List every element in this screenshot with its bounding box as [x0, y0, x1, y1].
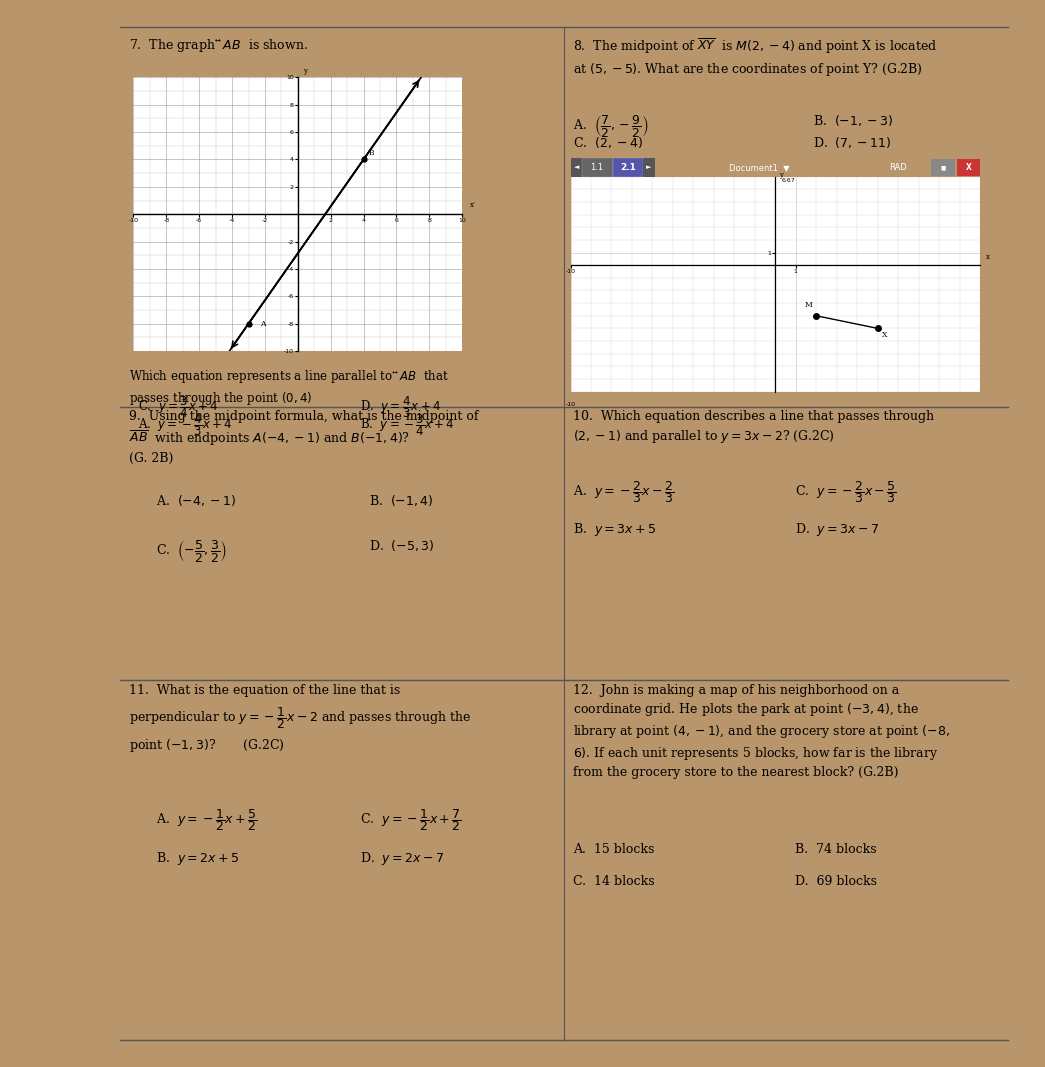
- Text: B.  $y = -\dfrac{3}{4}x + 4$: B. $y = -\dfrac{3}{4}x + 4$: [361, 412, 455, 437]
- Bar: [931, 159, 955, 176]
- Text: C.  $\left(-\dfrac{5}{2},\dfrac{3}{2}\right)$: C. $\left(-\dfrac{5}{2},\dfrac{3}{2}\rig…: [156, 538, 227, 563]
- Text: C.  $y = -\dfrac{2}{3}x - \dfrac{5}{3}$: C. $y = -\dfrac{2}{3}x - \dfrac{5}{3}$: [795, 479, 897, 505]
- Text: D.  $y = 2x - 7$: D. $y = 2x - 7$: [361, 849, 444, 866]
- Text: 2.1: 2.1: [620, 163, 635, 172]
- Text: C.  $y = -\dfrac{1}{2}x + \dfrac{7}{2}$: C. $y = -\dfrac{1}{2}x + \dfrac{7}{2}$: [361, 807, 462, 833]
- Text: A.  $\left(\dfrac{7}{2}, -\dfrac{9}{2}\right)$: A. $\left(\dfrac{7}{2}, -\dfrac{9}{2}\ri…: [573, 113, 649, 139]
- Bar: [582, 159, 612, 177]
- Text: 11.  What is the equation of the line that is
perpendicular to $y = -\dfrac{1}{2: 11. What is the equation of the line tha…: [130, 684, 471, 753]
- Text: ■: ■: [940, 165, 946, 170]
- Text: A.  15 blocks: A. 15 blocks: [573, 843, 654, 856]
- Text: A: A: [260, 320, 265, 328]
- Text: D.  $(7,-11)$: D. $(7,-11)$: [813, 136, 891, 150]
- Text: Which equation represents a line parallel to $\overleftrightarrow{AB}$  that
pas: Which equation represents a line paralle…: [130, 368, 449, 408]
- Bar: [612, 159, 644, 177]
- Text: 8.  The midpoint of $\overline{XY}$  is $M(2,-4)$ and point X is located
at $(5,: 8. The midpoint of $\overline{XY}$ is $M…: [573, 36, 937, 78]
- Text: D.  69 blocks: D. 69 blocks: [795, 875, 877, 888]
- Text: D.  $y = \dfrac{4}{3}x + 4$: D. $y = \dfrac{4}{3}x + 4$: [361, 395, 441, 420]
- Text: x': x': [470, 201, 477, 209]
- Text: D.  $y = 3x - 7$: D. $y = 3x - 7$: [795, 522, 880, 539]
- Text: C.  14 blocks: C. 14 blocks: [573, 875, 655, 888]
- Text: ►: ►: [647, 164, 652, 171]
- Text: 1.1: 1.1: [590, 163, 604, 172]
- Text: B.  74 blocks: B. 74 blocks: [795, 843, 877, 856]
- Text: 7.  The graph $\overleftrightarrow{AB}$  is shown.: 7. The graph $\overleftrightarrow{AB}$ i…: [130, 36, 308, 53]
- Text: C.  $y = \dfrac{3}{4}x + 4$: C. $y = \dfrac{3}{4}x + 4$: [138, 395, 218, 420]
- Text: X: X: [882, 331, 887, 339]
- Bar: [644, 159, 655, 177]
- Text: X: X: [966, 163, 972, 172]
- Text: B.  $(-1,4)$: B. $(-1,4)$: [369, 493, 434, 508]
- Text: 9.  Using the midpoint formula, what is the midpoint of
$\overline{AB}$  with en: 9. Using the midpoint formula, what is t…: [130, 410, 479, 464]
- Text: B: B: [369, 148, 374, 157]
- Bar: [571, 159, 582, 177]
- Text: 6.67: 6.67: [782, 178, 795, 184]
- Text: x: x: [986, 253, 991, 261]
- Text: A.  $y = -\dfrac{2}{3}x - \dfrac{2}{3}$: A. $y = -\dfrac{2}{3}x - \dfrac{2}{3}$: [573, 479, 674, 505]
- Text: B.  $(-1,-3)$: B. $(-1,-3)$: [813, 113, 892, 128]
- Text: 12.  John is making a map of his neighborhood on a
coordinate grid. He plots the: 12. John is making a map of his neighbor…: [573, 684, 950, 779]
- Text: B.  $y = 3x + 5$: B. $y = 3x + 5$: [573, 522, 656, 539]
- Text: A.  $y = -\dfrac{1}{2}x + \dfrac{5}{2}$: A. $y = -\dfrac{1}{2}x + \dfrac{5}{2}$: [156, 807, 257, 833]
- Text: M: M: [805, 301, 812, 309]
- Text: A.  $y = -\dfrac{4}{3}x + 4$: A. $y = -\dfrac{4}{3}x + 4$: [138, 412, 233, 437]
- Text: RAD: RAD: [889, 163, 907, 172]
- Text: -10: -10: [565, 401, 576, 407]
- Text: D.  $(-5,3)$: D. $(-5,3)$: [369, 538, 435, 553]
- Text: Document1  ▼: Document1 ▼: [728, 163, 789, 172]
- Bar: [957, 159, 980, 176]
- Text: 10.  Which equation describes a line that passes through
$(2,-1)$ and parallel t: 10. Which equation describes a line that…: [573, 410, 934, 445]
- Text: A.  $(-4,-1)$: A. $(-4,-1)$: [156, 493, 235, 508]
- Text: ◄: ◄: [574, 164, 579, 171]
- Text: y: y: [303, 67, 307, 76]
- Text: C.  $(2,-4)$: C. $(2,-4)$: [573, 136, 643, 150]
- Text: B.  $y = 2x + 5$: B. $y = 2x + 5$: [156, 849, 239, 866]
- Text: y: y: [780, 171, 784, 178]
